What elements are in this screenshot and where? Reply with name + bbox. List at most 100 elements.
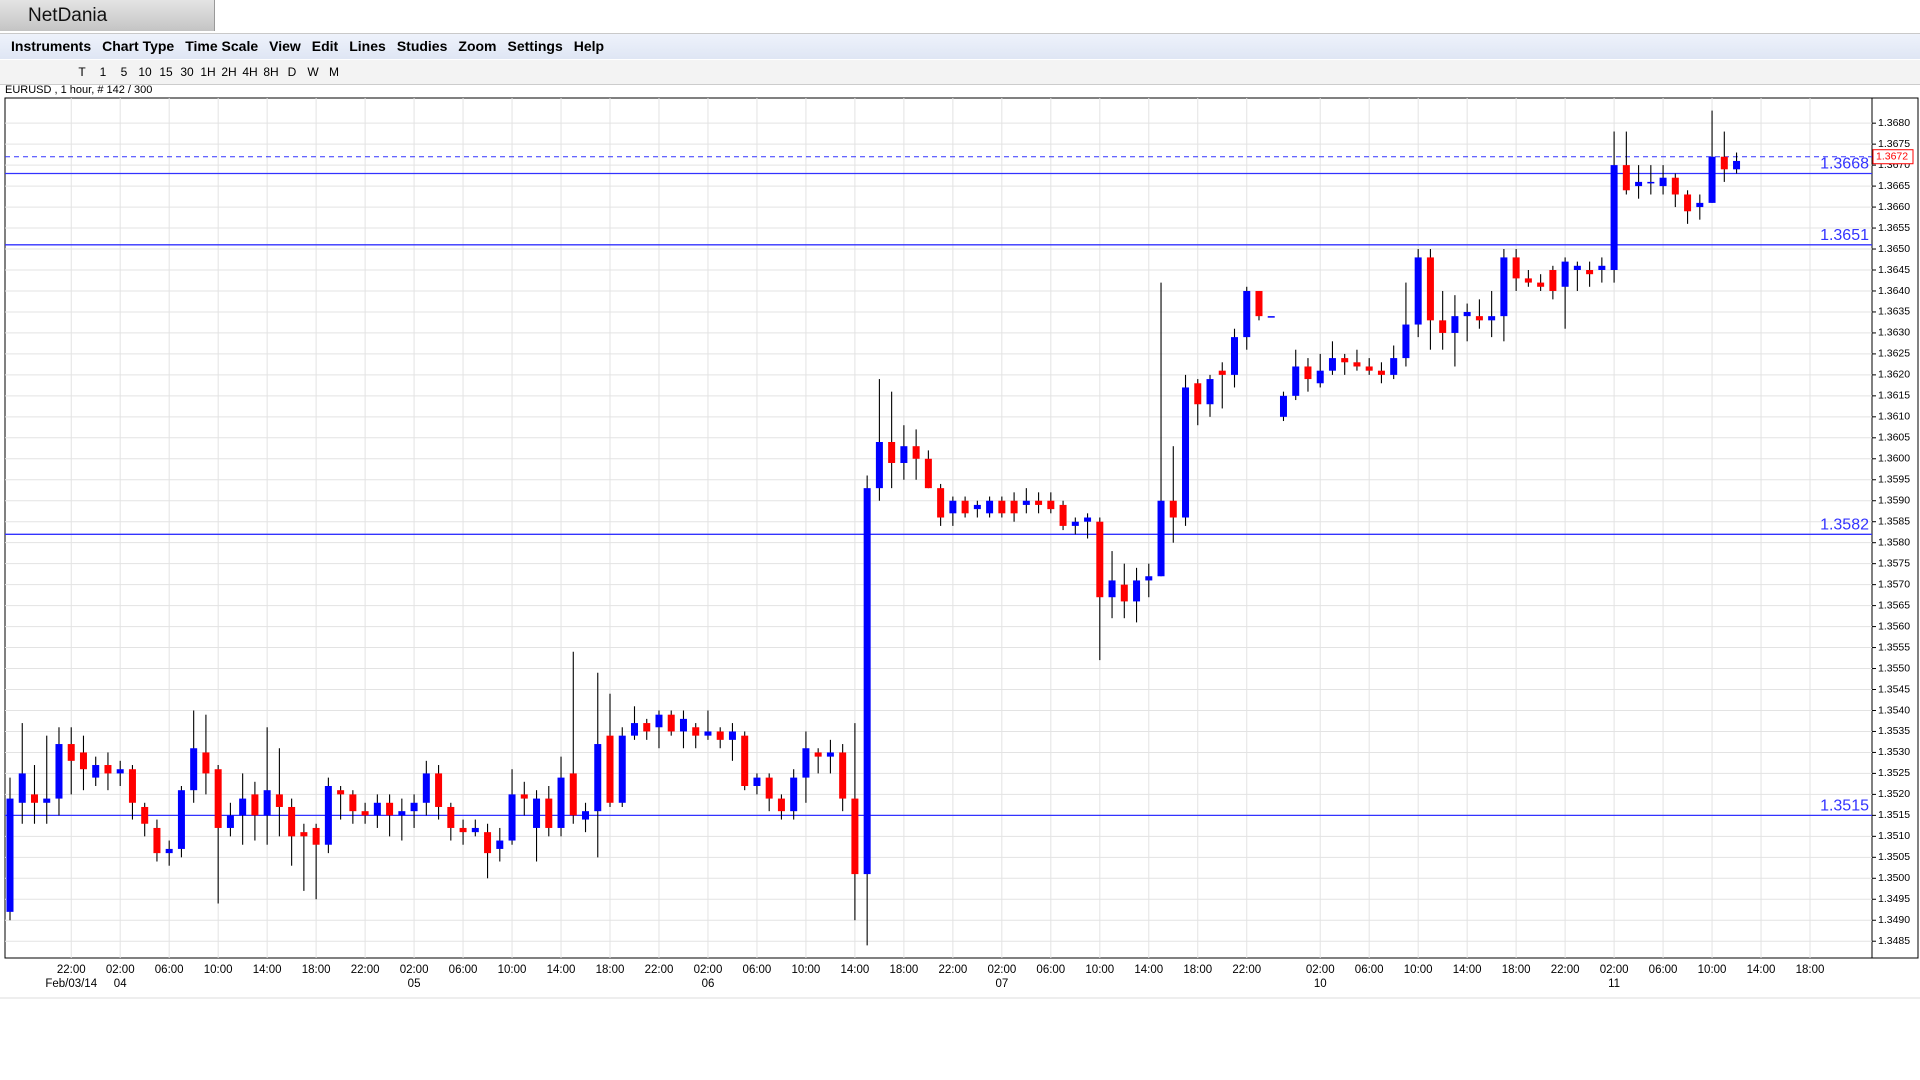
candle-body: [569, 773, 577, 816]
candle-body: [1292, 366, 1300, 396]
candle-body: [924, 458, 932, 489]
candle-body: [55, 744, 63, 799]
menu-item[interactable]: Chart Type: [102, 38, 175, 54]
candle-body: [1341, 358, 1349, 363]
x-tick-label: 14:00: [253, 964, 282, 976]
candle-body: [190, 748, 198, 791]
candle-body: [1047, 500, 1055, 510]
candle-body: [1573, 265, 1581, 270]
y-tick-label: 1.3565: [1878, 599, 1910, 611]
plot-frame: [4, 97, 1873, 959]
y-tick-label: 1.3520: [1878, 788, 1910, 800]
candle-body: [557, 777, 565, 828]
candle-body: [839, 752, 847, 799]
candle-body: [141, 806, 149, 824]
candle-body: [863, 488, 871, 875]
candle-body: [92, 765, 100, 778]
timeframe-button[interactable]: 5: [120, 65, 128, 79]
candle-body: [704, 731, 712, 736]
candle-body: [1524, 278, 1532, 283]
candle-body: [459, 827, 467, 833]
date-label: 07: [995, 978, 1008, 990]
y-tick-label: 1.3500: [1878, 872, 1910, 884]
timeframe-button[interactable]: 1: [99, 65, 107, 79]
candle-body: [875, 442, 883, 489]
timeframe-button[interactable]: M: [329, 65, 339, 79]
candle-body: [1451, 316, 1459, 333]
y-tick-label: 1.3675: [1878, 138, 1910, 150]
x-tick-label: 02:00: [987, 964, 1016, 976]
candle-body: [128, 769, 136, 803]
candle-body: [1267, 316, 1275, 318]
candle-body: [43, 798, 51, 803]
app-title[interactable]: NetDania FinanceChart: [0, 0, 215, 57]
y-tick-label: 1.3505: [1878, 851, 1910, 863]
candle-body: [1353, 362, 1361, 367]
level-label: 1.3582: [1820, 517, 1869, 534]
menu-item[interactable]: Instruments: [11, 38, 92, 54]
timeframe-button[interactable]: 2H: [221, 65, 237, 79]
candle-body: [1084, 517, 1092, 522]
x-tick-label: 22:00: [1232, 964, 1261, 976]
timeframe-button[interactable]: 15: [159, 65, 173, 79]
candle-body: [912, 446, 920, 459]
menu-item[interactable]: View: [269, 38, 301, 54]
candle-body: [1500, 257, 1508, 317]
timeframe-button[interactable]: 1H: [200, 65, 216, 79]
candle-body: [410, 802, 418, 812]
candle-body: [1463, 311, 1471, 317]
y-tick-label: 1.3580: [1878, 536, 1910, 548]
candle-body: [1684, 194, 1692, 212]
menu-item[interactable]: Edit: [311, 38, 339, 54]
timeframe-button[interactable]: 30: [180, 65, 194, 79]
candle-body: [888, 442, 896, 463]
timeframe-button[interactable]: W: [307, 65, 319, 79]
menu-item[interactable]: Settings: [507, 38, 563, 54]
timeframe-button[interactable]: 10: [138, 65, 152, 79]
date-label: 05: [408, 978, 421, 990]
candle-body: [937, 488, 945, 518]
candle-body: [545, 798, 553, 828]
y-tick-label: 1.3495: [1878, 893, 1910, 905]
timeframe-button[interactable]: D: [287, 65, 297, 79]
y-tick-label: 1.3550: [1878, 662, 1910, 674]
candle-body: [1365, 366, 1373, 371]
candle-body: [777, 798, 785, 812]
candle-body: [986, 500, 994, 514]
date-label: 11: [1608, 978, 1620, 990]
date-label: 04: [114, 978, 127, 990]
x-tick-label: 22:00: [1551, 964, 1580, 976]
candle-body: [998, 500, 1006, 514]
date-label: 10: [1314, 978, 1327, 990]
timeframe-button[interactable]: T: [78, 65, 86, 79]
menu-item[interactable]: Lines: [349, 38, 386, 54]
x-tick-label: 10:00: [1698, 964, 1727, 976]
y-tick-label: 1.3535: [1878, 725, 1910, 737]
menu-item[interactable]: Studies: [396, 38, 448, 54]
x-tick-label: 06:00: [743, 964, 772, 976]
menu-item[interactable]: Help: [573, 38, 605, 54]
y-tick-label: 1.3490: [1878, 914, 1910, 926]
timeframe-button[interactable]: 8H: [263, 65, 279, 79]
x-tick-label: 06:00: [1649, 964, 1678, 976]
level-label: 1.3668: [1820, 156, 1869, 173]
menu-item[interactable]: Zoom: [458, 38, 497, 54]
candle-body: [728, 731, 736, 740]
menu-bar: Instruments Chart Type Time Scale View Edit L…: [0, 34, 1920, 59]
menu-item[interactable]: Time Scale: [185, 38, 259, 54]
y-tick-label: 1.3590: [1878, 495, 1910, 507]
candle-body: [594, 744, 602, 812]
candle-body: [1328, 358, 1336, 371]
candle-body: [386, 802, 394, 816]
candle-body: [79, 752, 87, 770]
candle-body: [949, 500, 957, 514]
candle-body: [1390, 358, 1398, 375]
x-tick-label: 02:00: [1600, 964, 1629, 976]
timeframe-button[interactable]: 4H: [242, 65, 258, 79]
candle-body: [104, 765, 112, 774]
x-tick-label: 14:00: [547, 964, 576, 976]
candle-body: [1377, 370, 1385, 375]
y-tick-label: 1.3620: [1878, 369, 1910, 381]
x-tick-label: 14:00: [1134, 964, 1163, 976]
